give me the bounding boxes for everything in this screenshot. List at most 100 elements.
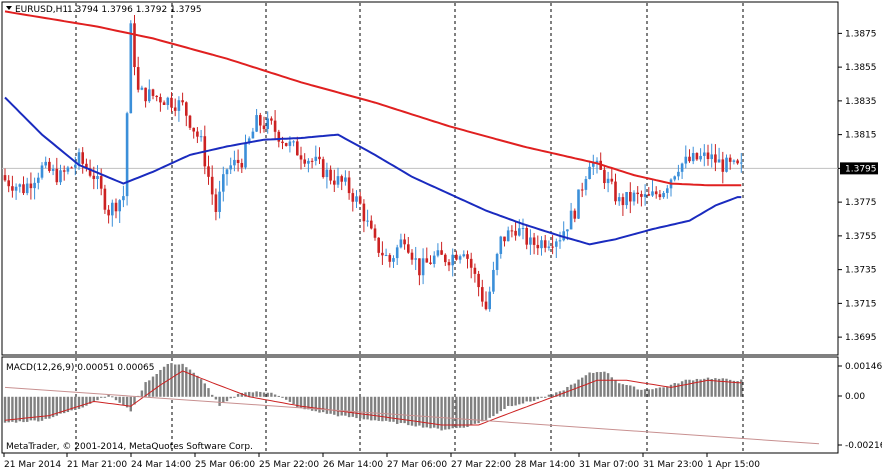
macd-bar-33 — [125, 396, 129, 408]
macd-bar-3 — [14, 396, 18, 423]
candle-178 — [662, 191, 665, 199]
macd-bar-63 — [236, 393, 240, 397]
candle-129 — [481, 279, 484, 307]
macd-axis[interactable]: 0.00146 0.00 -0.00216 — [838, 362, 882, 451]
macd-bar-25 — [96, 396, 99, 401]
macd-bar-30 — [114, 396, 118, 401]
macd-bar-120 — [447, 396, 451, 430]
time-axis[interactable]: 21 Mar 2014 21 Mar 21:00 24 Mar 14:00 25 Ma… — [3, 453, 760, 470]
macd-bar-78 — [292, 396, 295, 405]
time-label-2: 24 Mar 14:00 — [131, 460, 191, 470]
macd-bar-141 — [525, 396, 528, 402]
candle-170 — [632, 190, 636, 206]
macd-bar-98 — [366, 396, 369, 420]
macd-bar-87 — [325, 396, 329, 414]
macd-bar-15 — [59, 396, 62, 414]
candle-159 — [592, 154, 595, 176]
candle-46 — [173, 98, 177, 117]
candle-92 — [344, 170, 347, 186]
macd-bar-89 — [333, 396, 336, 415]
macd-bar-5 — [22, 396, 25, 423]
candle-25 — [96, 165, 99, 190]
candle-87 — [325, 162, 329, 189]
candle-135 — [503, 236, 506, 247]
price-panel[interactable] — [1, 1, 839, 356]
macd-bar-45 — [170, 363, 173, 397]
macd-bar-147 — [547, 394, 551, 397]
macd-bar-73 — [273, 394, 277, 397]
price-tick-2: 1.3835 — [845, 97, 877, 107]
macd-bar-129 — [481, 396, 484, 422]
candlestick-series — [3, 14, 743, 312]
price-axis[interactable]: 1.3875 1.3855 1.3835 1.3815 1.3795 1.3775 1.37… — [838, 29, 877, 343]
price-tick-9: 1.3695 — [845, 333, 877, 343]
macd-bar-197 — [732, 380, 736, 397]
candle-73 — [273, 110, 277, 139]
macd-bar-189 — [703, 378, 706, 397]
macd-bar-28 — [107, 394, 110, 397]
candle-37 — [140, 85, 144, 91]
macd-bar-116 — [433, 396, 436, 428]
macd-bar-41 — [155, 373, 158, 397]
candle-59 — [222, 166, 225, 202]
symbol-dropdown-triangle-icon[interactable] — [6, 6, 12, 10]
candle-198 — [736, 158, 739, 165]
candle-18 — [70, 166, 73, 169]
candle-155 — [577, 189, 580, 219]
macd-bar-103 — [384, 396, 388, 421]
macd-bar-164 — [610, 377, 613, 397]
candle-172 — [640, 190, 643, 207]
candle-103 — [384, 248, 388, 257]
candle-115 — [429, 255, 432, 265]
macd-bar-12 — [48, 396, 51, 419]
macd-bar-142 — [529, 396, 532, 402]
candle-175 — [651, 179, 654, 197]
candle-193 — [717, 147, 721, 163]
macd-bar-60 — [225, 396, 229, 402]
macd-bar-161 — [599, 372, 602, 397]
macd-bar-111 — [414, 396, 417, 427]
macd-bar-106 — [396, 396, 399, 424]
candle-47 — [177, 96, 181, 122]
macd-trend-line[interactable] — [4, 386, 820, 445]
candle-71 — [266, 111, 269, 134]
candle-185 — [688, 149, 691, 163]
candle-181 — [673, 175, 676, 182]
candle-84 — [314, 145, 318, 166]
candle-167 — [621, 193, 625, 216]
candle-144 — [536, 235, 540, 255]
candle-32 — [122, 185, 125, 208]
macd-bar-34 — [129, 396, 132, 412]
macd-bar-101 — [377, 396, 380, 421]
macd-bar-82 — [307, 396, 310, 410]
price-tick-8: 1.3715 — [845, 299, 877, 309]
macd-bar-127 — [473, 396, 477, 424]
candle-182 — [677, 164, 680, 181]
macd-bar-199 — [740, 379, 743, 397]
macd-bar-84 — [314, 396, 317, 412]
macd-bar-18 — [70, 396, 73, 411]
macd-bar-22 — [85, 396, 88, 406]
macd-bar-76 — [285, 396, 288, 400]
macd-bar-115 — [429, 396, 432, 429]
candle-2 — [11, 175, 14, 198]
macd-bar-186 — [692, 380, 695, 397]
candle-105 — [392, 255, 395, 268]
macd-bar-32 — [122, 396, 125, 406]
candle-124 — [462, 250, 466, 258]
macd-bar-125 — [466, 396, 469, 428]
candle-69 — [259, 112, 262, 134]
macd-bar-37 — [140, 390, 144, 397]
macd-bar-153 — [569, 384, 573, 397]
macd-bar-26 — [100, 396, 103, 398]
candle-40 — [151, 88, 155, 100]
macd-bar-133 — [495, 396, 499, 414]
candle-83 — [310, 158, 314, 169]
candle-164 — [610, 168, 614, 185]
macd-bar-64 — [240, 392, 243, 397]
macd-bar-146 — [544, 396, 547, 398]
candle-104 — [388, 253, 392, 268]
candle-60 — [225, 168, 229, 186]
macd-tick-top: 0.00146 — [845, 362, 882, 372]
